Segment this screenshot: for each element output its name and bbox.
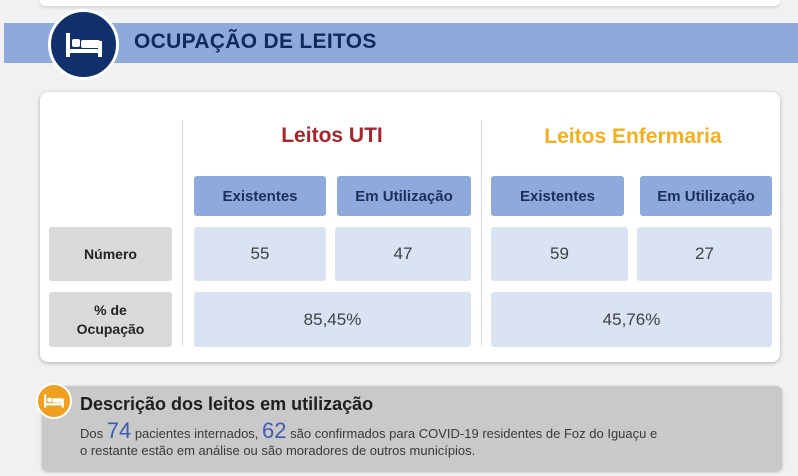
description-title: Descrição dos leitos em utilização: [80, 394, 374, 414]
column-divider: [182, 120, 183, 345]
enf-utilizacao-value: 27: [637, 227, 772, 281]
row-label-ocupacao-line2: Ocupação: [76, 320, 145, 337]
uti-utilizacao-value: 47: [335, 227, 471, 281]
uti-existentes-value: 55: [194, 227, 326, 281]
description-line2: o restante estão em análise ou são morad…: [80, 443, 476, 458]
uti-ocupacao-value: 85,45%: [194, 292, 471, 347]
previous-card-edge: [40, 0, 780, 6]
uti-utilizacao-header: Em Utilização: [337, 176, 471, 216]
section-banner: [4, 23, 798, 63]
internados-count: 74: [106, 418, 132, 443]
row-label-ocupacao: % de Ocupação: [49, 292, 172, 347]
description-part1: Dos: [80, 426, 107, 441]
uti-existentes-header: Existentes: [194, 176, 326, 216]
description-text: Dos 74 pacientes internados, 62 são conf…: [80, 420, 770, 459]
bed-icon: [48, 9, 119, 80]
column-divider: [481, 120, 482, 345]
bed-icon: [36, 383, 72, 419]
row-label-ocupacao-line1: % de: [94, 301, 127, 318]
enf-utilizacao-header: Em Utilização: [640, 176, 772, 216]
description-part2: pacientes internados,: [131, 426, 263, 441]
section-title: OCUPAÇÃO DE LEITOS: [134, 30, 377, 53]
confirmados-count: 62: [262, 418, 287, 443]
enf-existentes-header: Existentes: [491, 176, 624, 216]
enf-existentes-value: 59: [491, 227, 628, 281]
enfermaria-title: Leitos Enfermaria: [544, 125, 722, 148]
description-part3: são confirmados para COVID-19 residentes…: [286, 426, 658, 441]
uti-title: Leitos UTI: [281, 124, 383, 147]
row-label-numero: Número: [49, 227, 172, 281]
description-card: [42, 386, 782, 471]
enf-ocupacao-value: 45,76%: [491, 292, 772, 347]
